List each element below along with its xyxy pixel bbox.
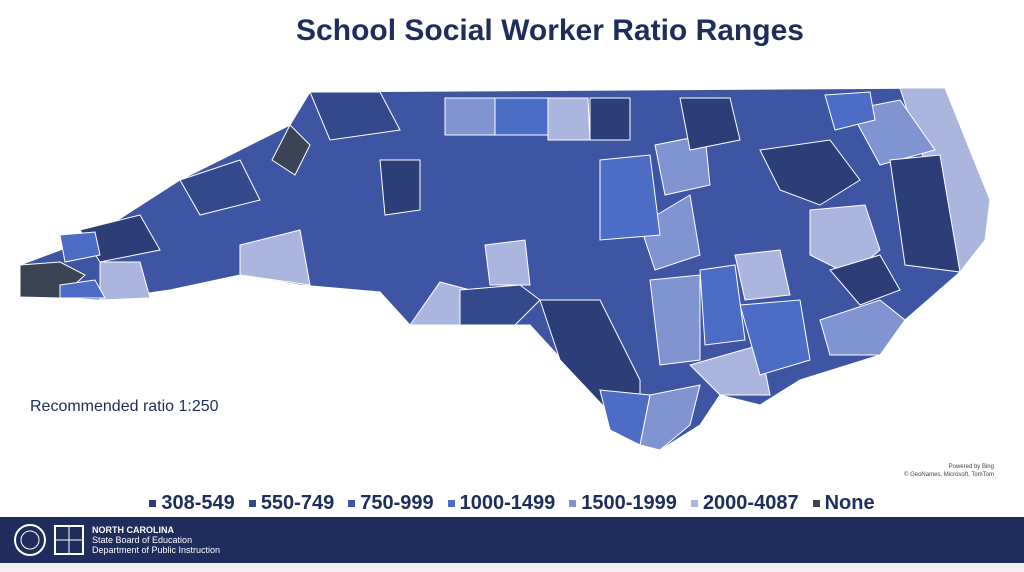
legend-swatch [248,500,256,507]
legend-swatch [447,500,455,507]
region [547,97,591,141]
legend-swatch [348,500,356,507]
legend-label: 750-999 [360,492,434,514]
legend-item: 550-749 [248,492,335,515]
region [739,299,811,376]
note: Recommended ratio 1:250 [30,398,219,415]
legend-label: 2000-4087 [702,492,799,514]
legend-label: 550-749 [260,492,335,514]
region [309,91,401,141]
footer-line: NORTH CAROLINA [92,525,174,535]
legend-item: 2000-4087 [690,492,799,515]
region [99,261,151,301]
region [379,159,421,216]
region [734,249,791,301]
footer-line: State Board of Education [92,535,193,545]
bottom-bar [0,563,1024,572]
region [589,97,631,141]
footer: NORTH CAROLINA State Board of Education … [0,517,1024,563]
attribution-line: © GeoNames, Microsoft, TomTom [904,472,994,478]
region [889,154,961,273]
legend-swatch [690,500,698,507]
region [829,254,901,306]
legend-label: None [824,492,875,514]
region [494,97,549,136]
legend-item: 1000-1499 [447,492,556,515]
legend-swatch [149,500,157,507]
region [599,154,661,241]
legend-label: 1000-1499 [459,492,556,514]
logos [14,524,84,556]
legend-label: 308-549 [161,492,235,514]
region [639,194,701,271]
title: School Social Worker Ratio Ranges [296,14,804,47]
region [179,159,261,216]
legend-swatch [569,500,577,507]
region [689,344,771,396]
region [679,97,741,151]
region [59,231,101,263]
region [759,139,861,206]
region [819,299,906,356]
footer-line: Department of Public Instruction [92,545,221,555]
attribution-line: Powered by Bing [948,464,994,470]
attribution: Powered by Bing © GeoNames, Microsoft, T… [904,463,994,479]
legend: 308-549 550-749 750-999 1000-1499 1500-1999 2… [0,492,1024,515]
region [239,229,311,286]
legend-item: 750-999 [348,492,434,515]
region [271,124,311,176]
legend-item: 308-549 [149,492,235,515]
region [459,284,541,326]
legend-item: 1500-1999 [569,492,677,515]
region [444,97,496,136]
region [599,389,651,446]
region [59,279,106,299]
region [484,239,531,286]
legend-item: None [812,492,875,515]
region [824,91,876,131]
legend-label: 1500-1999 [581,492,677,514]
legend-swatch [812,500,820,507]
region [699,264,746,346]
region [649,274,701,366]
